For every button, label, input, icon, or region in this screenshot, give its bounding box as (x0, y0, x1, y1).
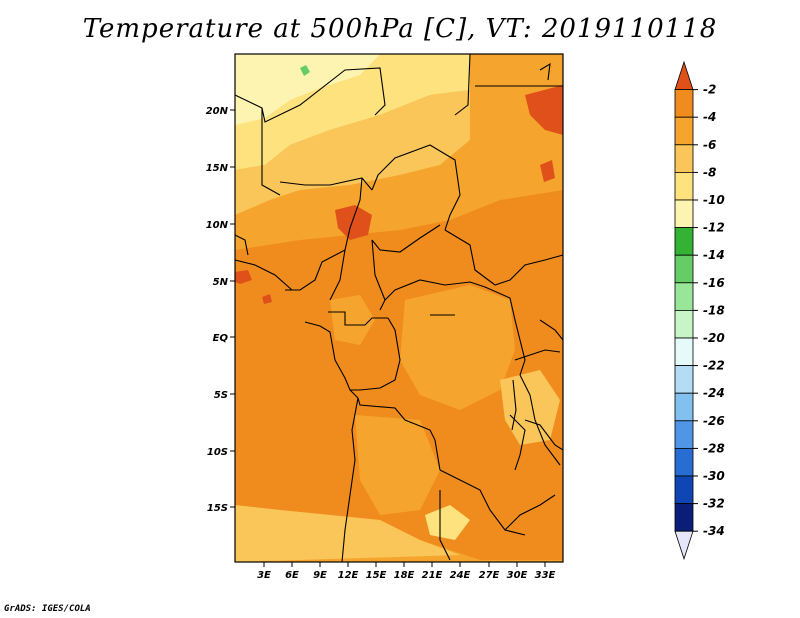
colorbar-swatch (674, 171, 694, 201)
lon-label: 18E (394, 570, 415, 581)
colorbar-swatch (674, 365, 694, 394)
map-frame (234, 53, 564, 563)
grads-credit: GrADS: IGES/COLA (4, 604, 91, 614)
colorbar-swatch (674, 282, 694, 311)
colorbar-label: -6 (703, 138, 716, 152)
lon-label: 12E (338, 570, 359, 581)
lat-label: 15N (206, 163, 229, 174)
colorbar-label: -16 (703, 276, 725, 290)
colorbar-swatch (674, 475, 694, 505)
lon-label: 30E (507, 570, 528, 581)
colorbar-swatch (674, 337, 694, 367)
colorbar-swatch (674, 89, 694, 118)
colorbar-swatch (674, 309, 694, 339)
country-borders (234, 53, 564, 563)
lat-label: 5N (213, 277, 229, 288)
lon-label: 3E (257, 570, 271, 581)
colorbar-swatch (674, 503, 694, 532)
colorbar-swatch (674, 392, 694, 422)
colorbar-arrow-top (674, 60, 694, 90)
lat-label: 10N (206, 220, 229, 231)
colorbar-swatch (674, 420, 694, 449)
colorbar-label: -4 (703, 110, 716, 124)
colorbar-arrow-bottom (674, 530, 694, 561)
lon-label: 27E (479, 570, 500, 581)
colorbar-label: -24 (703, 386, 725, 400)
lat-label: 20N (206, 106, 229, 117)
colorbar: -2 -4 -6 -8 -10 -12 -14 -16 -18 -20 -22 -24 -26 -28 -3… (674, 60, 725, 561)
lat-label: EQ (213, 333, 229, 344)
lat-label: 5S (214, 390, 228, 401)
lon-label: 24E (450, 570, 471, 581)
colorbar-label: -18 (703, 303, 725, 317)
colorbar-swatch (674, 199, 694, 229)
colorbar-label: -20 (703, 331, 725, 345)
colorbar-label: -12 (703, 221, 725, 235)
colorbar-swatch (674, 144, 694, 173)
colorbar-label: -26 (703, 414, 725, 428)
colorbar-label: -10 (703, 193, 725, 207)
lat-label: 15S (207, 503, 228, 514)
temperature-field (235, 54, 563, 562)
lon-label: 33E (535, 570, 556, 581)
lon-label: 21E (422, 570, 443, 581)
colorbar-label: -32 (703, 497, 725, 511)
colorbar-label: -28 (703, 441, 725, 455)
lon-label: 6E (285, 570, 299, 581)
colorbar-label: -8 (703, 165, 716, 179)
lat-label: 10S (207, 447, 228, 458)
colorbar-swatch (674, 254, 694, 284)
colorbar-label: -22 (703, 359, 725, 373)
latitude-axis (230, 109, 235, 508)
chart-title: Temperature at 500hPa [C], VT: 201911011… (82, 14, 718, 44)
lon-label: 9E (313, 570, 327, 581)
longitude-axis (263, 562, 546, 567)
colorbar-label: -30 (703, 469, 725, 483)
lon-label: 15E (366, 570, 387, 581)
colorbar-swatch (674, 227, 694, 256)
colorbar-label: -34 (703, 524, 725, 538)
colorbar-swatch (674, 116, 694, 146)
colorbar-swatch (674, 447, 694, 477)
colorbar-label: -2 (703, 83, 716, 97)
colorbar-label: -14 (703, 248, 725, 262)
